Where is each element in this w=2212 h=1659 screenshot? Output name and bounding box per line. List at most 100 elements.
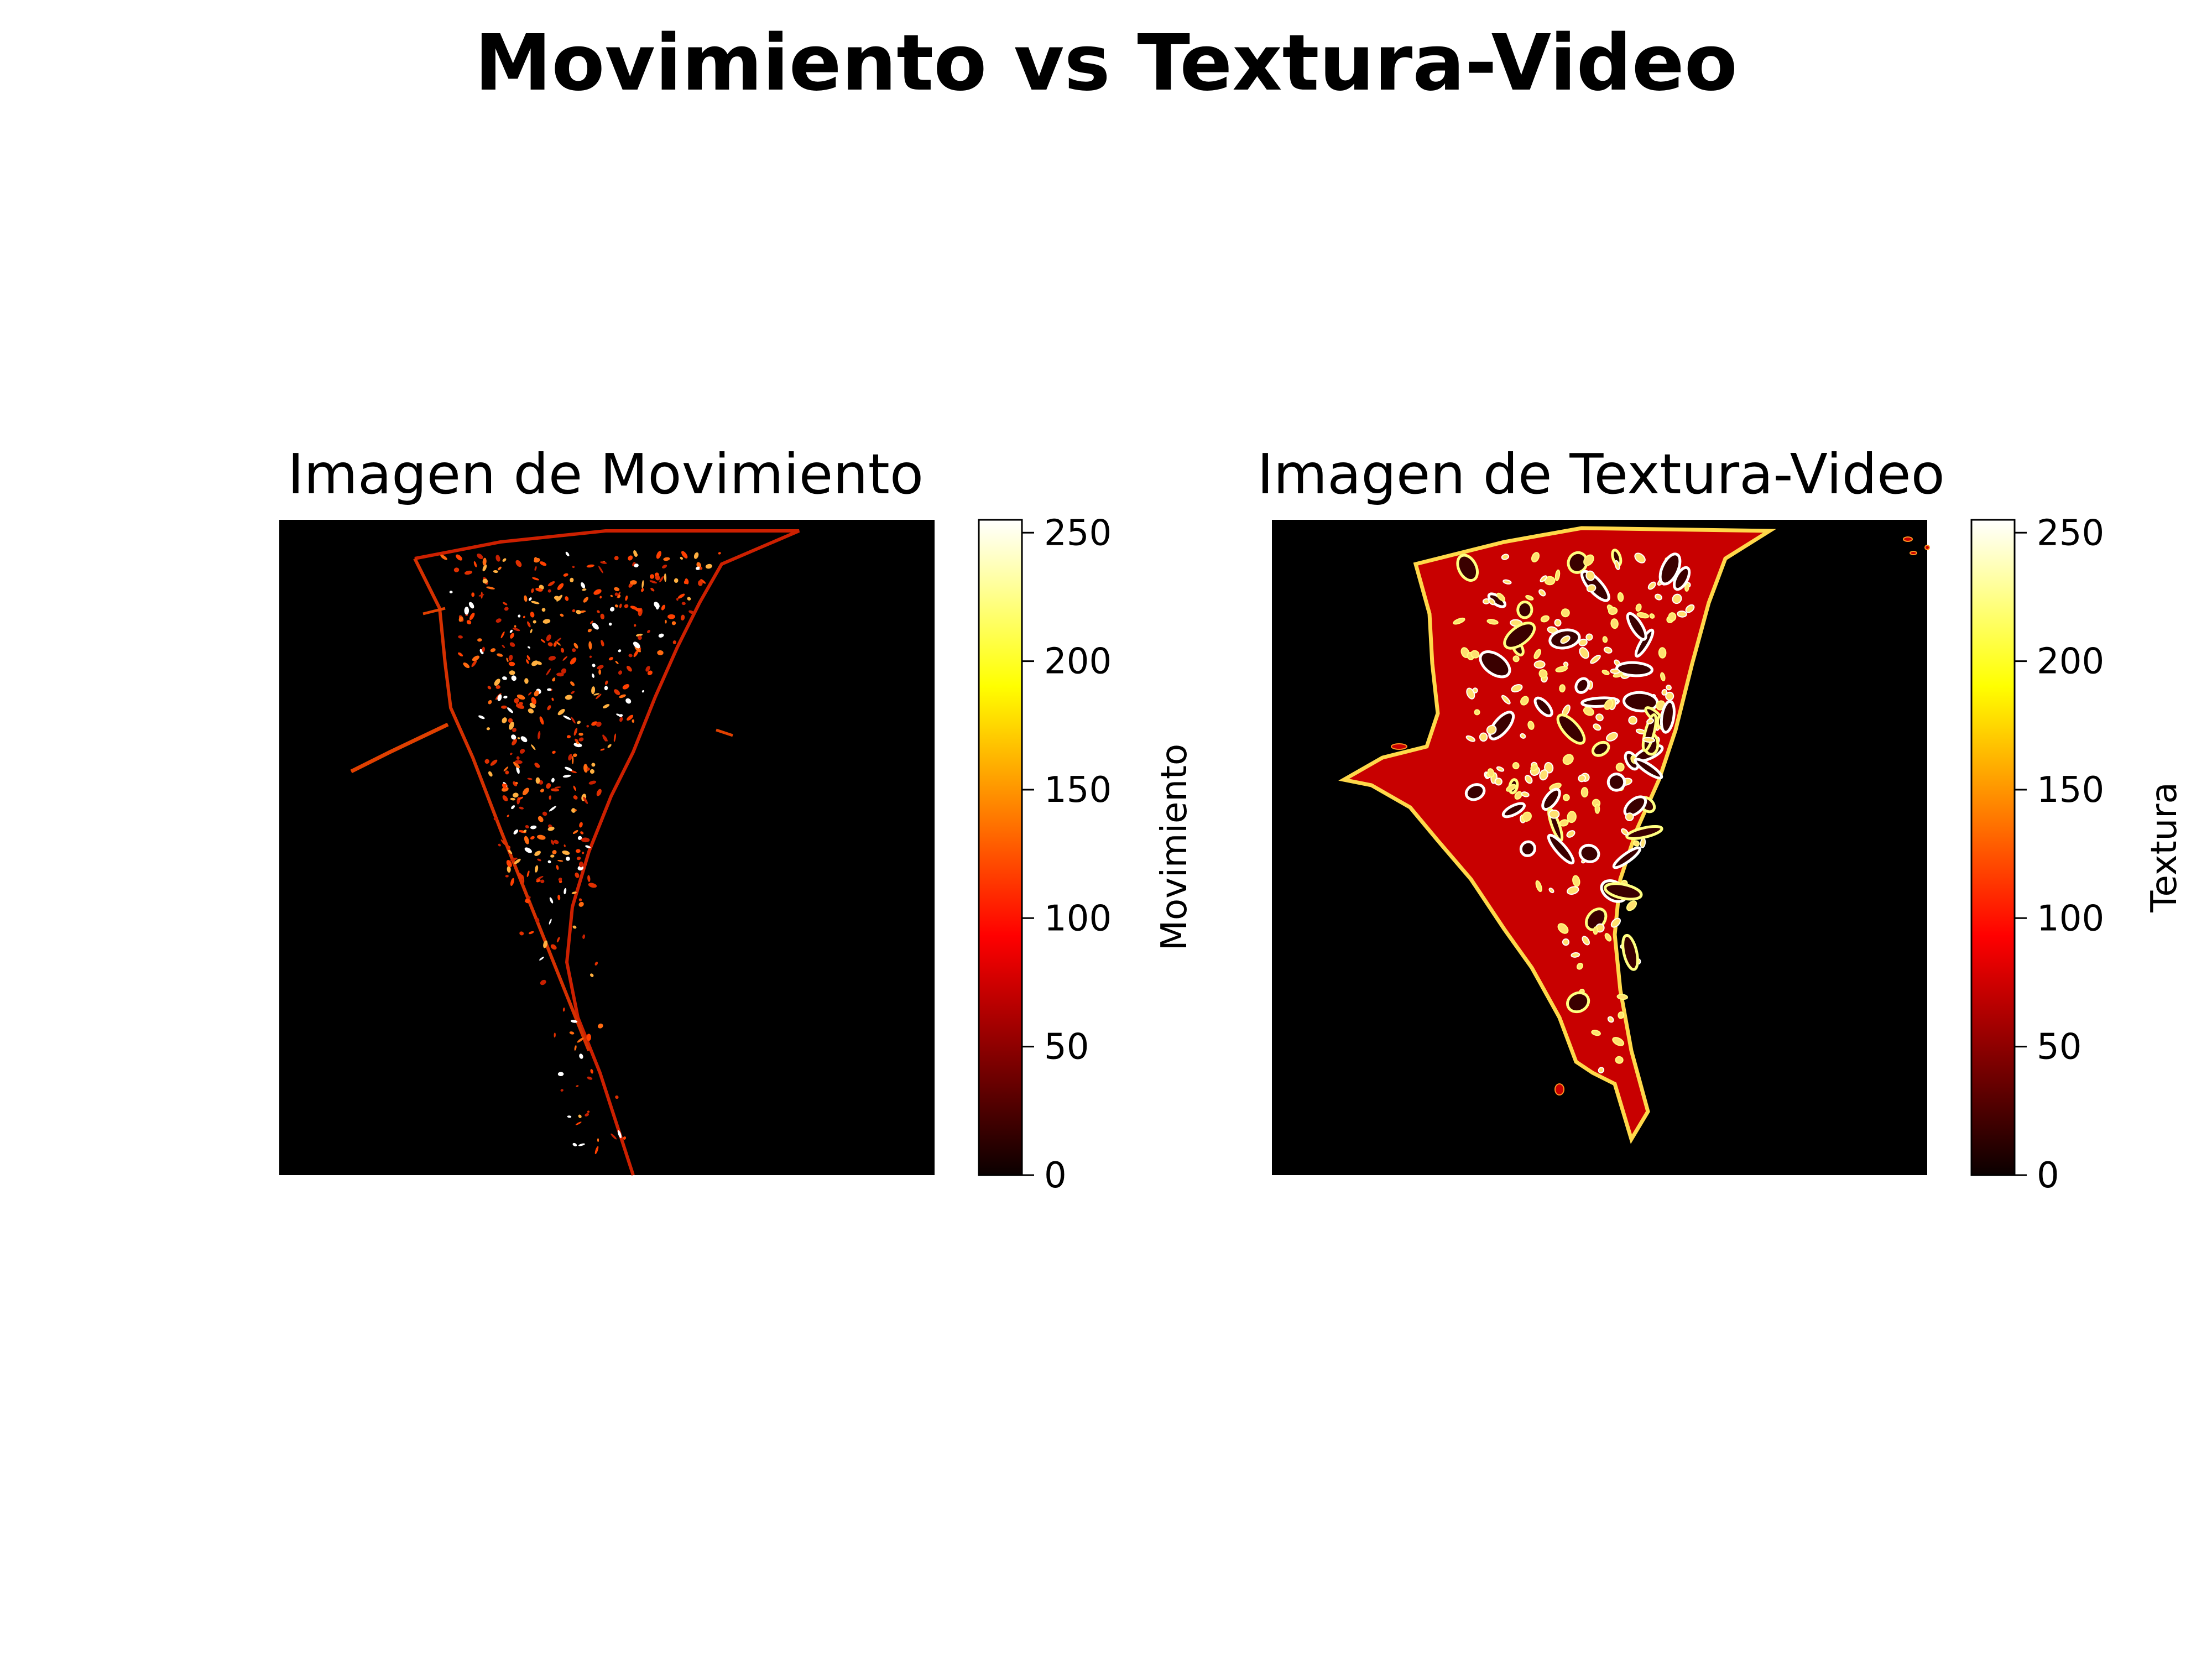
speckle [577,721,581,724]
speckle [515,703,525,709]
speckle [524,595,528,602]
speckle [641,580,644,589]
speckle [508,718,513,723]
speckle [582,588,587,591]
texture-blob [1572,875,1580,887]
speckle [522,874,525,883]
speckle [577,1037,584,1043]
speckle [490,759,498,766]
speckle [572,1142,577,1146]
speckle [526,870,530,878]
speckle [700,579,706,584]
speckle [550,854,555,858]
speckle [495,555,500,562]
speckle [641,690,644,693]
speckle [664,573,667,582]
texture-blob [1617,592,1624,602]
speckle [554,786,561,789]
speckle [510,857,518,862]
speckle [634,564,639,568]
speckle [478,594,484,597]
speckle [516,756,520,760]
speckle [585,845,591,849]
speckle [557,708,565,716]
speckle [661,604,666,611]
speckle [478,715,485,719]
speckle [624,604,629,608]
texture-blob [1602,636,1608,643]
texture-blob [1566,830,1575,838]
speckle [547,581,555,587]
speckle [562,774,571,778]
speckle [616,713,621,717]
speckle [524,678,529,684]
speckle [532,577,540,581]
speckle [591,721,598,726]
texture-blob [1511,684,1523,693]
texture-blob [1576,962,1583,970]
speckle [578,733,583,736]
speckle [672,640,676,644]
texture-blob [1665,691,1674,701]
speckle [633,641,640,649]
speckle [547,688,552,691]
texture-fragment [1391,743,1407,750]
speckle [511,675,517,681]
speckle [674,578,679,583]
texture-blob [1647,581,1656,590]
texture-blob [1559,684,1566,693]
speckle [593,589,602,595]
speckle [649,574,655,579]
speckle [502,676,507,680]
speckle [598,566,603,573]
texture-blob [1621,933,1639,971]
speckle [570,770,577,774]
speckle [604,736,608,742]
speckle [549,795,551,800]
heatmap-textura [1272,520,1930,1175]
texture-blob [1574,677,1590,694]
speckle [633,650,639,658]
speckle [552,678,556,682]
texture-blob [1578,638,1588,646]
texture-blob [1591,740,1610,757]
speckle [518,614,521,618]
speckle [549,897,554,904]
speckle [667,614,676,619]
texture-fragment [1910,551,1917,555]
speckle [535,587,543,592]
speckle [610,594,613,597]
speckle [611,1133,617,1140]
speckle [542,619,551,624]
speckle [509,642,515,647]
texture-blob [1496,766,1505,772]
speckle [680,556,684,560]
speckle [645,666,650,672]
speckle [549,806,556,812]
speckle [658,633,664,638]
speckle [571,891,577,894]
speckle [508,849,513,854]
colorbar-tick-label: 200 [2037,641,2104,682]
speckle [527,778,533,780]
speckle [488,771,493,777]
speckle [614,604,619,608]
speckle [586,724,589,728]
colorbar-tick-label: 150 [2037,770,2104,811]
speckle [541,608,546,612]
speckle [635,608,641,612]
speckle [482,578,488,584]
speckle [494,679,500,686]
texture-blob [1583,707,1594,716]
speckle [453,567,460,572]
speckle [557,1072,564,1077]
speckle [608,622,612,626]
speckle [633,550,638,557]
texture-blob [1586,584,1597,593]
speckle [681,602,686,606]
speckle [539,956,544,961]
speckle [539,716,544,725]
speckle [600,613,605,619]
speckle [601,642,604,646]
speckle [458,635,463,639]
